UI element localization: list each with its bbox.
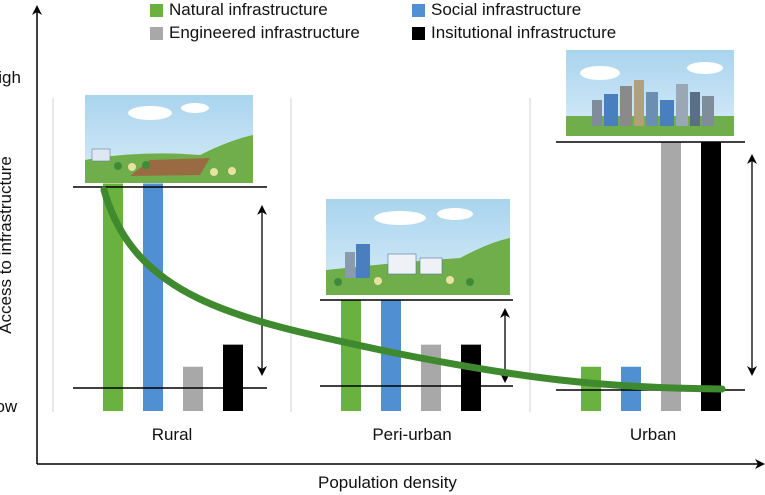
bar-periurban-engineered bbox=[421, 344, 441, 411]
legend-label-engineered: Engineered infrastructure bbox=[169, 23, 360, 42]
legend-natural: Natural infrastructure bbox=[150, 0, 328, 20]
x-axis-label: Population density bbox=[318, 473, 457, 492]
legend-institutional: Insitutional infrastructure bbox=[412, 23, 616, 43]
bar-periurban-natural bbox=[341, 300, 361, 411]
legend-swatch-institutional bbox=[412, 26, 425, 40]
legend-label-social: Social infrastructure bbox=[431, 0, 582, 19]
bar-rural-institutional bbox=[223, 344, 243, 411]
legend-label-institutional: Insitutional infrastructure bbox=[431, 23, 617, 42]
bar-urban-engineered bbox=[661, 142, 681, 411]
bar-periurban-institutional bbox=[461, 344, 481, 411]
category-label-rural: Rural bbox=[152, 425, 193, 444]
urban-landscape-image bbox=[566, 50, 734, 136]
category-label-periurban: Peri-urban bbox=[372, 425, 451, 444]
bar-urban-natural bbox=[581, 366, 601, 411]
y-axis-low-label: Low bbox=[0, 397, 18, 416]
bar-rural-natural bbox=[103, 183, 123, 411]
legend-swatch-natural bbox=[150, 3, 163, 17]
category-label-urban: Urban bbox=[630, 425, 676, 444]
legend-label-natural: Natural infrastructure bbox=[169, 0, 328, 19]
legend-swatch-social bbox=[412, 3, 425, 17]
bar-urban-institutional bbox=[701, 142, 721, 411]
bar-rural-engineered bbox=[183, 366, 203, 411]
natural-trend-curve bbox=[100, 186, 726, 393]
legend-social: Social infrastructure bbox=[412, 0, 581, 20]
periurban-landscape-image bbox=[326, 199, 510, 295]
legend-swatch-engineered bbox=[150, 26, 163, 40]
legend-engineered: Engineered infrastructure bbox=[150, 23, 360, 43]
bar-rural-social bbox=[143, 183, 163, 411]
y-axis-high-label: High bbox=[0, 68, 21, 87]
rural-landscape-image bbox=[85, 95, 253, 183]
